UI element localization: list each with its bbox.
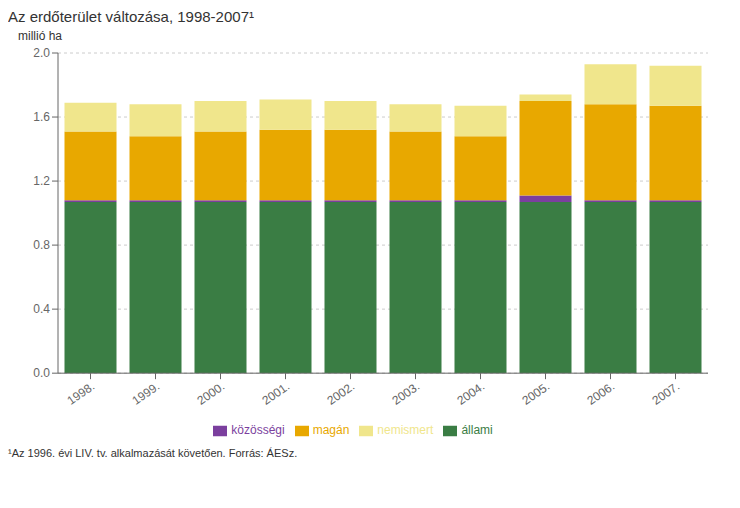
svg-text:2005.: 2005.: [519, 379, 552, 408]
svg-text:1998.: 1998.: [64, 379, 97, 408]
html-text:¹Az 1996. évi LIV. tv. alkalma: ¹Az 1996. évi LIV. tv. alkalmazását köve…: [8, 447, 298, 459]
svg-text:2002.: 2002.: [324, 379, 357, 408]
svg-text:1.2: 1.2: [33, 174, 50, 188]
svg-text:2007.: 2007.: [649, 379, 682, 408]
svg-text:0.8: 0.8: [33, 238, 50, 252]
html-text:millió ha: millió ha: [18, 29, 62, 43]
svg-text:2006.: 2006.: [584, 379, 617, 408]
html-text:nemismert: nemismert: [377, 423, 434, 438]
svg-text:2004.: 2004.: [454, 379, 487, 408]
svg-text:2003.: 2003.: [389, 379, 422, 408]
svg-text:2000.: 2000.: [194, 379, 227, 408]
svg-text:2001.: 2001.: [259, 379, 292, 408]
svg-text:0.0: 0.0: [33, 366, 50, 380]
html-text:Az erdőterület változása, 1998: Az erdőterület változása, 1998-2007¹: [8, 8, 254, 25]
svg-text:2.0: 2.0: [33, 46, 50, 60]
svg-text:1999.: 1999.: [129, 379, 162, 408]
svg-text:0.4: 0.4: [33, 302, 50, 316]
html-text:magán: magán: [312, 423, 350, 438]
html-text:közösségi: közösségi: [231, 423, 285, 438]
svg-text:1.6: 1.6: [33, 110, 50, 124]
html-text:állami: állami: [461, 423, 493, 438]
